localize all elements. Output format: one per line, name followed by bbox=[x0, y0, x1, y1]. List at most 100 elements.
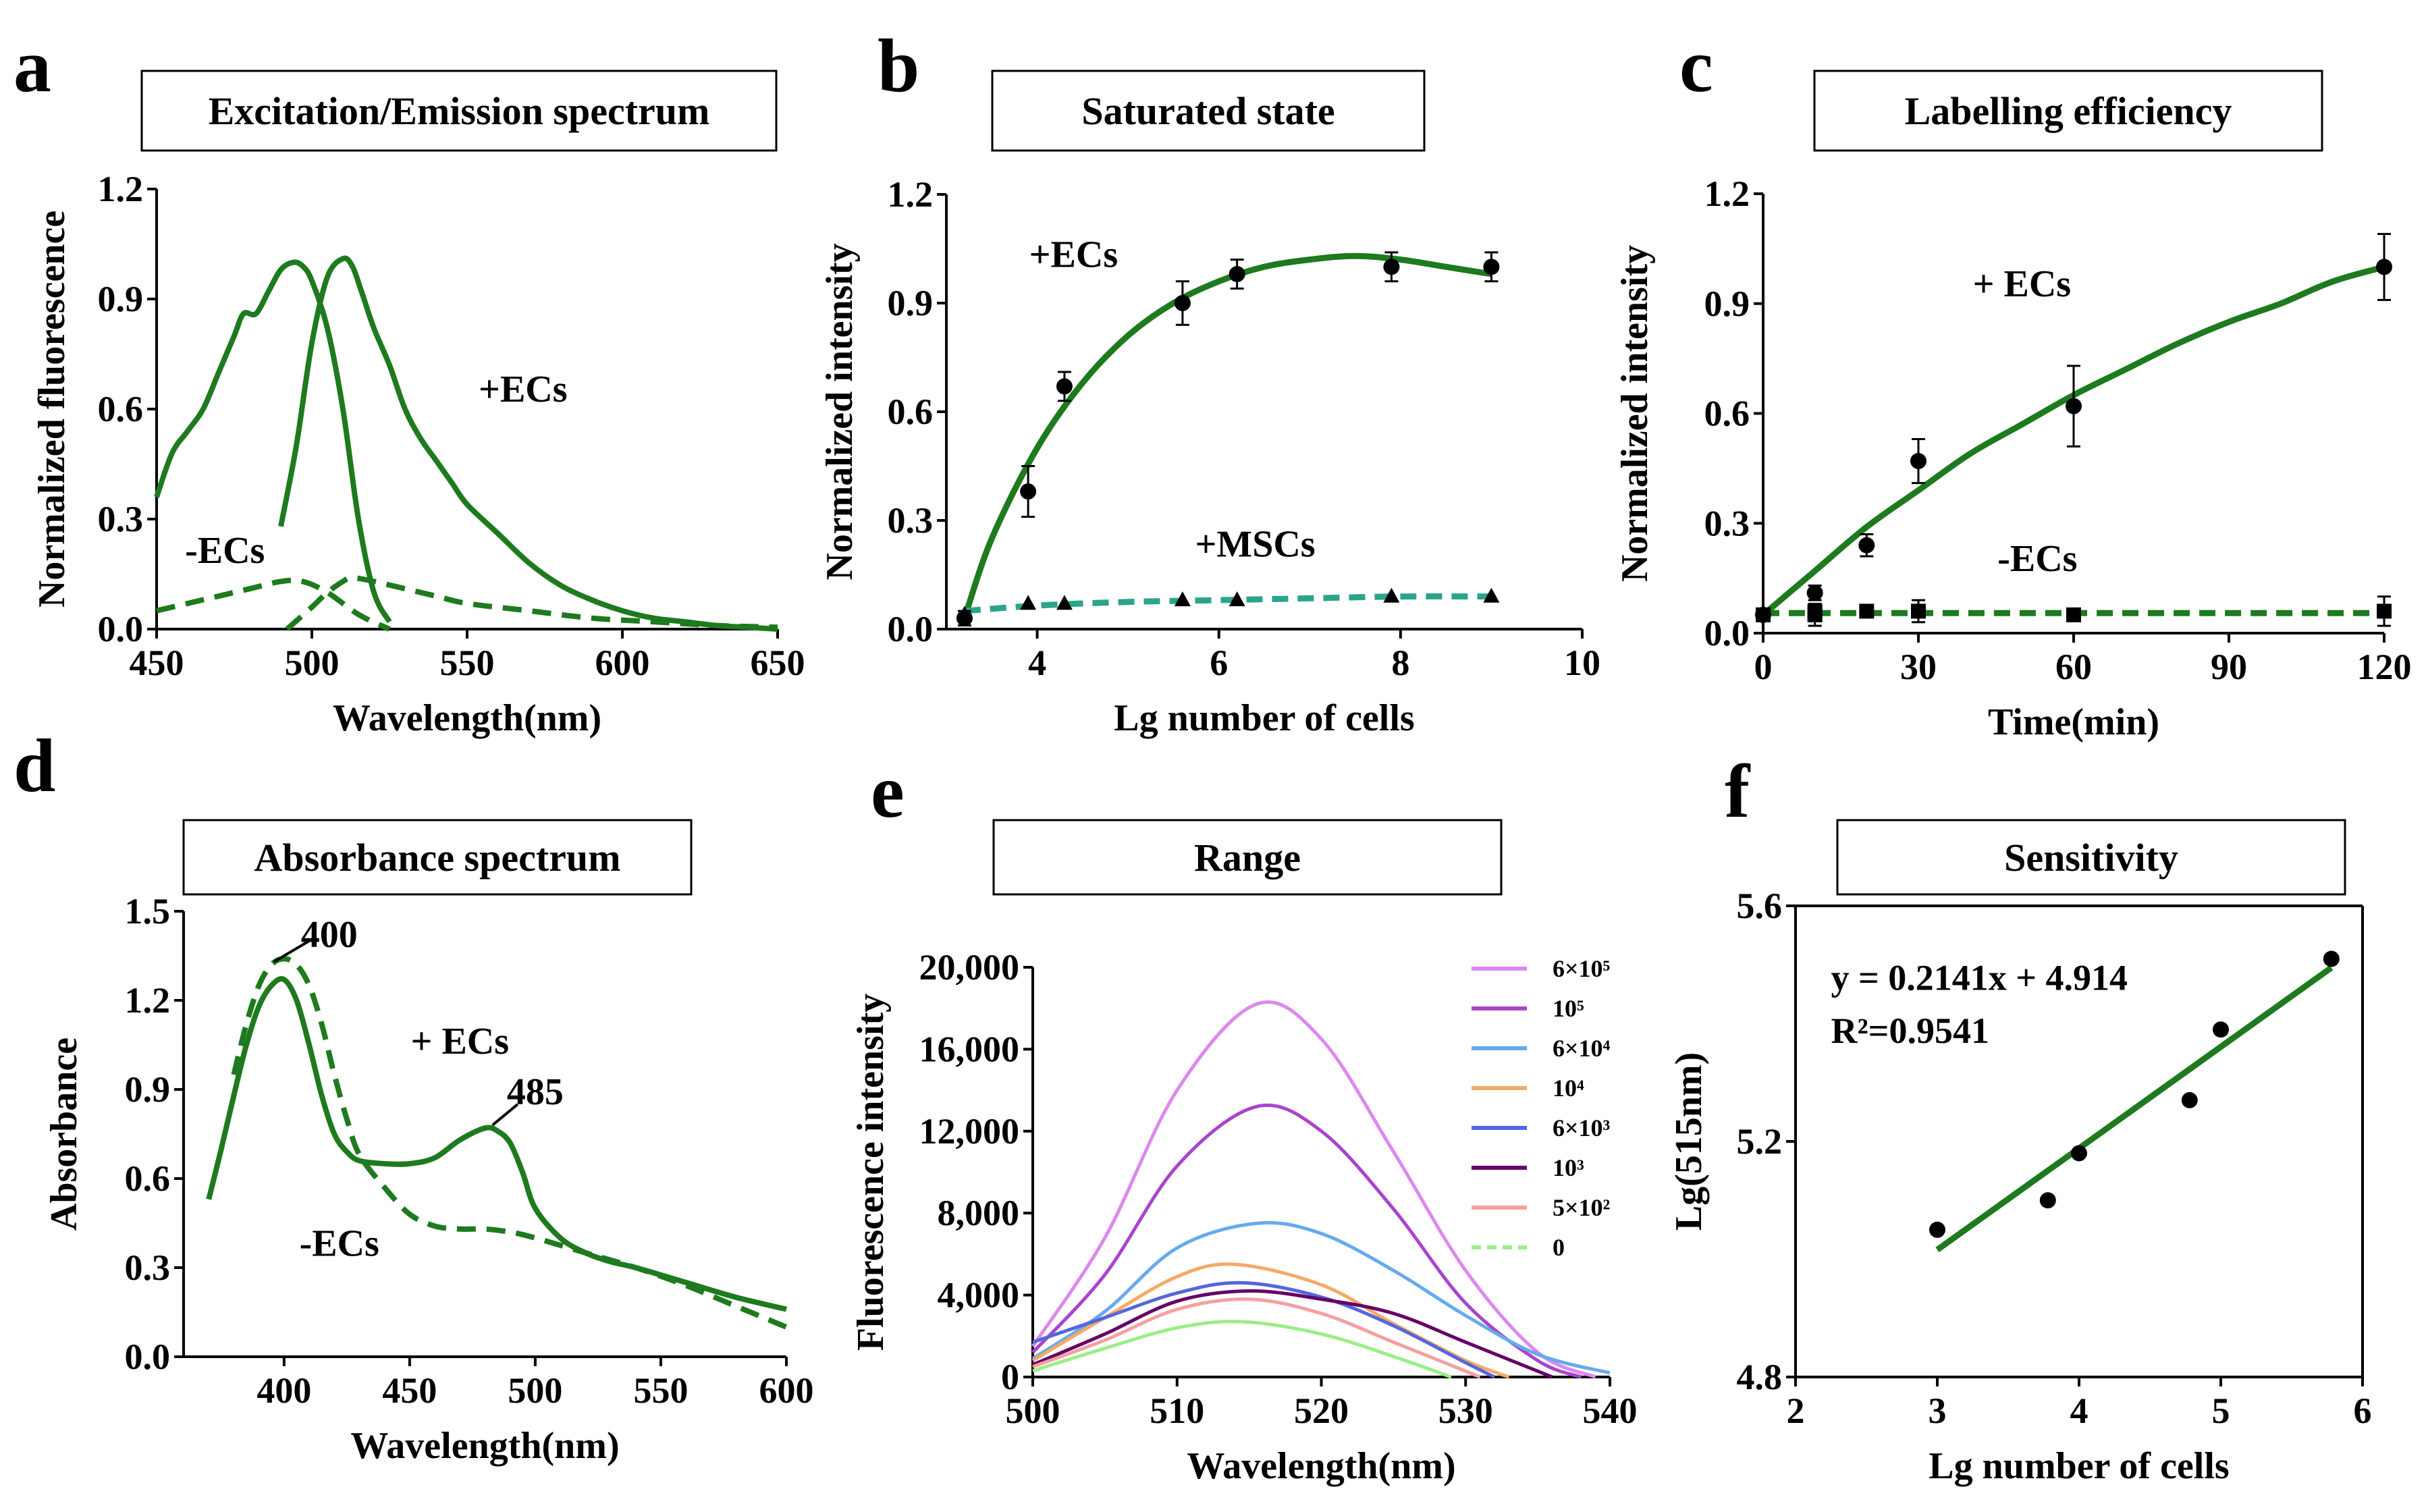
x-tick-label: 600 bbox=[595, 643, 650, 683]
series-line bbox=[206, 976, 787, 1312]
legend-label: 5×10² bbox=[1553, 1194, 1610, 1221]
data-point bbox=[2066, 607, 2081, 622]
annotation: +MSCs bbox=[1195, 524, 1315, 566]
legend-label: 10⁵ bbox=[1553, 995, 1584, 1022]
data-point bbox=[1174, 295, 1191, 311]
y-tick-label: 8,000 bbox=[938, 1193, 1020, 1233]
panel-letter: d bbox=[14, 724, 55, 808]
data-point bbox=[1910, 453, 1926, 470]
data-point bbox=[1858, 537, 1875, 554]
data-point bbox=[2377, 603, 2392, 619]
x-tick-label: 500 bbox=[285, 643, 340, 683]
data-point bbox=[2181, 1091, 2198, 1108]
data-point bbox=[1174, 591, 1191, 607]
y-axis-label: Normalized intensity bbox=[1614, 245, 1656, 582]
y-tick-label: 4.8 bbox=[1737, 1357, 1783, 1397]
x-tick-label: 530 bbox=[1438, 1390, 1493, 1431]
data-point bbox=[956, 605, 973, 621]
fit-line bbox=[1935, 965, 2334, 1253]
data-point bbox=[1807, 603, 1823, 619]
data-point bbox=[2066, 398, 2082, 414]
y-tick-label: 5.2 bbox=[1737, 1121, 1783, 1162]
series-line bbox=[1031, 1103, 1582, 1379]
x-axis-label: Time(min) bbox=[1988, 701, 2159, 743]
panel-b: b Saturated state 4 6 8 10 0.0 0.3 0.6 0.9 1.2 Lg n… bbox=[819, 24, 1600, 739]
data-point bbox=[2071, 1145, 2087, 1162]
legend-label: 10³ bbox=[1553, 1154, 1584, 1181]
y-tick-label: 4,000 bbox=[938, 1275, 1020, 1316]
y-tick-label: 20,000 bbox=[919, 947, 1020, 988]
annotation: +ECs bbox=[1029, 234, 1118, 275]
panel-f: f Sensitivity 2 3 4 5 6 4.8 5.2 5.6 Lg number of c… bbox=[1668, 750, 2372, 1487]
data-point bbox=[1056, 595, 1073, 610]
y-tick-label: 0.6 bbox=[1704, 394, 1750, 434]
y-tick-label: 1.2 bbox=[125, 980, 171, 1021]
title-box bbox=[140, 70, 778, 152]
x-tick-label: 600 bbox=[759, 1370, 814, 1411]
x-tick-label: 510 bbox=[1150, 1390, 1204, 1431]
y-tick-label: 0.6 bbox=[888, 392, 934, 432]
series-line bbox=[278, 255, 778, 632]
annotation: + ECs bbox=[411, 1021, 510, 1062]
annotation: + ECs bbox=[1973, 263, 2072, 305]
y-tick-label: 0 bbox=[1001, 1357, 1019, 1397]
x-tick-label: 650 bbox=[751, 643, 805, 683]
y-tick-label: 0.3 bbox=[98, 499, 144, 539]
data-point bbox=[1383, 259, 1400, 275]
title-box bbox=[1813, 70, 2323, 152]
x-tick-label: 520 bbox=[1294, 1390, 1349, 1431]
x-tick-label: 3 bbox=[1929, 1390, 1947, 1431]
series-line bbox=[154, 259, 392, 624]
y-tick-label: 0.6 bbox=[98, 389, 144, 429]
data-point bbox=[2323, 950, 2340, 967]
title-box bbox=[991, 70, 1426, 152]
y-tick-label: 16,000 bbox=[919, 1029, 1020, 1069]
x-tick-label: 2 bbox=[1787, 1390, 1805, 1431]
y-tick-label: 1.2 bbox=[888, 174, 934, 215]
panel-e: e Range 500 510 520 530 540 0 4,000 8,000 12,000 16… bbox=[850, 750, 1638, 1487]
y-tick-label: 0.0 bbox=[125, 1336, 171, 1377]
y-tick-label: 0.3 bbox=[888, 500, 934, 541]
y-tick-label: 0.3 bbox=[125, 1247, 171, 1288]
legend-label: 6×10⁴ bbox=[1553, 1035, 1611, 1062]
fit-equation: y = 0.2141x + 4.914 bbox=[1831, 958, 2128, 998]
y-tick-label: 0.6 bbox=[125, 1158, 171, 1199]
series-line bbox=[1031, 1220, 1611, 1375]
data-point bbox=[1383, 587, 1400, 603]
data-point bbox=[1229, 591, 1245, 607]
data-point bbox=[2039, 1192, 2056, 1209]
fit-line bbox=[1761, 264, 2385, 618]
chart-title: Absorbance spectrum bbox=[254, 836, 621, 880]
r-squared: R²=0.9541 bbox=[1831, 1010, 1989, 1051]
y-tick-label: 0.0 bbox=[888, 609, 934, 649]
y-tick-label: 1.2 bbox=[1704, 173, 1750, 214]
data-point bbox=[1806, 585, 1823, 601]
data-point bbox=[1483, 587, 1500, 603]
y-tick-label: 0.9 bbox=[888, 283, 934, 323]
x-tick-label: 450 bbox=[382, 1370, 437, 1411]
annotation: -ECs bbox=[1997, 538, 2077, 580]
x-tick-label: 10 bbox=[1564, 643, 1600, 683]
y-tick-label: 12,000 bbox=[919, 1111, 1020, 1152]
series-line bbox=[156, 577, 391, 632]
panel-letter: c bbox=[1679, 24, 1713, 108]
x-tick-label: 550 bbox=[440, 643, 495, 683]
x-tick-label: 4 bbox=[1028, 643, 1046, 683]
x-tick-label: 120 bbox=[2357, 647, 2412, 687]
data-point bbox=[1911, 603, 1926, 619]
annotation: 400 bbox=[301, 914, 358, 956]
y-axis-label: Fluorescence intensity bbox=[850, 994, 892, 1351]
leader-line bbox=[273, 940, 311, 963]
x-axis-label: Wavelength(nm) bbox=[333, 697, 601, 739]
panel-d: d Absorbance spectrum 400 450 500 550 600 0.0 0.… bbox=[14, 724, 814, 1467]
x-tick-label: 5 bbox=[2212, 1390, 2230, 1431]
leader-line bbox=[491, 1103, 519, 1127]
y-tick-label: 0.0 bbox=[1704, 613, 1750, 653]
legend-label: 10⁴ bbox=[1553, 1075, 1584, 1102]
legend-label: 6×10³ bbox=[1553, 1114, 1611, 1141]
data-point bbox=[1020, 483, 1037, 500]
y-tick-label: 1.2 bbox=[98, 169, 144, 209]
chart-title: Range bbox=[1194, 836, 1301, 880]
annotation: -ECs bbox=[185, 530, 265, 572]
